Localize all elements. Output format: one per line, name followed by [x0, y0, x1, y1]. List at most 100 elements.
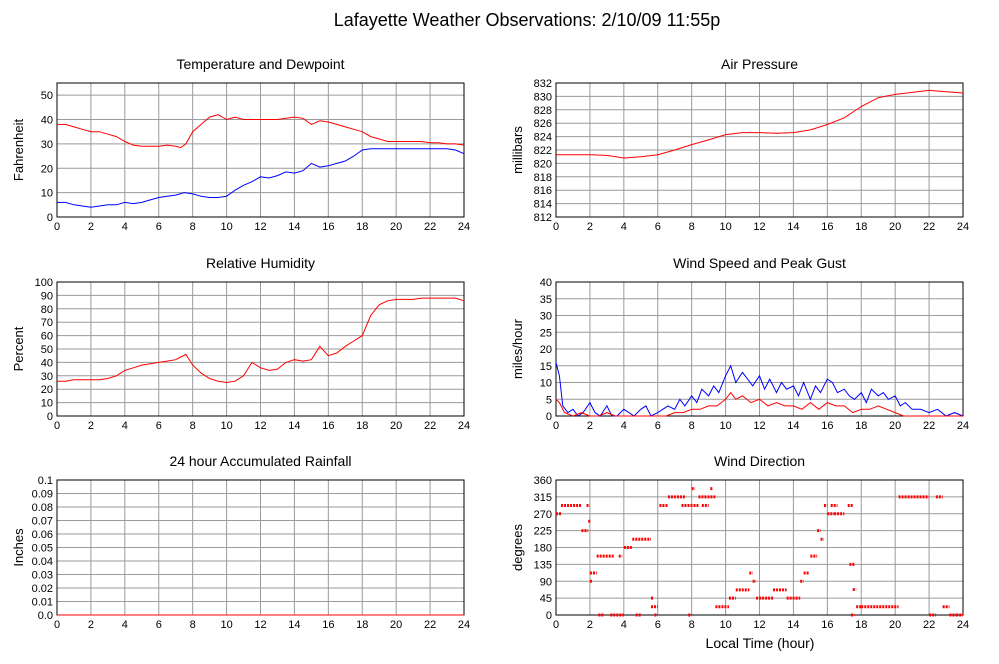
y-tick-label: 10 [41, 398, 53, 410]
x-tick-label: 0 [553, 221, 559, 233]
x-tick-label: 4 [621, 619, 627, 631]
x-tick-label: 16 [322, 420, 334, 432]
panel-title-pressure: Air Pressure [721, 56, 798, 72]
y-tick-label: 824 [534, 132, 552, 144]
series-line-temp-1 [57, 148, 465, 208]
x-tick-label: 18 [356, 221, 368, 233]
y-tick-label: 828 [534, 105, 552, 117]
x-tick-label: 10 [220, 221, 232, 233]
x-tick-label: 20 [889, 619, 901, 631]
x-tick-label: 10 [719, 619, 731, 631]
series-line-humidity-0 [57, 297, 465, 384]
x-tick-label: 2 [587, 619, 593, 631]
y-tick-label: 0.05 [32, 543, 53, 555]
x-tick-label: 12 [254, 420, 266, 432]
y-tick-label: 30 [41, 139, 53, 151]
y-tick-label: 360 [534, 475, 552, 487]
y-tick-label: 50 [41, 344, 53, 356]
y-axis-label-wind: miles/hour [510, 318, 525, 379]
x-tick-label: 16 [322, 221, 334, 233]
y-tick-label: 315 [534, 492, 552, 504]
x-axis-label: Local Time (hour) [706, 635, 815, 651]
x-tick-label: 6 [156, 420, 162, 432]
y-tick-label: 0 [546, 411, 552, 423]
panel-title-humidity: Relative Humidity [206, 255, 315, 271]
x-tick-label: 12 [753, 221, 765, 233]
panel-title-temp: Temperature and Dewpoint [176, 56, 344, 72]
x-tick-label: 6 [655, 221, 661, 233]
x-tick-label: 14 [787, 221, 799, 233]
x-tick-label: 4 [621, 221, 627, 233]
y-tick-label: 50 [41, 90, 53, 102]
x-tick-label: 0 [54, 619, 60, 631]
y-tick-label: 0.08 [32, 502, 53, 514]
x-tick-label: 2 [88, 221, 94, 233]
x-tick-label: 2 [587, 420, 593, 432]
x-tick-label: 4 [122, 221, 128, 233]
x-tick-label: 0 [54, 420, 60, 432]
y-tick-label: 40 [540, 277, 552, 289]
y-tick-label: 0.04 [32, 556, 53, 568]
plot-frame [56, 82, 465, 218]
y-tick-label: 832 [534, 78, 552, 90]
y-tick-label: 0 [47, 411, 53, 423]
plot-frame [555, 281, 964, 417]
x-tick-label: 8 [190, 619, 196, 631]
x-tick-label: 6 [156, 221, 162, 233]
x-tick-label: 2 [587, 221, 593, 233]
y-tick-label: 0 [546, 610, 552, 622]
panel-title-wind: Wind Speed and Peak Gust [673, 255, 846, 271]
y-axis-label-rain: Inches [11, 528, 26, 567]
y-tick-label: 15 [540, 361, 552, 373]
x-tick-label: 10 [220, 619, 232, 631]
x-tick-label: 16 [821, 420, 833, 432]
y-tick-label: 90 [41, 290, 53, 302]
plot-frame [555, 82, 964, 218]
y-tick-label: 820 [534, 158, 552, 170]
x-tick-label: 24 [957, 420, 969, 432]
y-tick-label: 100 [35, 277, 53, 289]
x-tick-label: 22 [923, 619, 935, 631]
y-tick-label: 826 [534, 118, 552, 130]
y-tick-label: 814 [534, 199, 552, 211]
y-tick-label: 0 [47, 212, 53, 224]
x-tick-label: 8 [190, 420, 196, 432]
x-tick-label: 0 [553, 619, 559, 631]
x-tick-label: 6 [655, 619, 661, 631]
x-tick-label: 18 [356, 420, 368, 432]
plot-frame [56, 281, 465, 417]
x-tick-label: 14 [787, 619, 799, 631]
x-tick-label: 6 [655, 420, 661, 432]
y-tick-label: 0.0 [38, 610, 53, 622]
x-tick-label: 14 [288, 420, 300, 432]
x-tick-label: 22 [923, 420, 935, 432]
x-tick-label: 24 [957, 619, 969, 631]
x-tick-label: 8 [689, 619, 695, 631]
x-tick-label: 2 [88, 619, 94, 631]
x-tick-label: 2 [88, 420, 94, 432]
x-tick-label: 16 [322, 619, 334, 631]
x-tick-label: 18 [855, 420, 867, 432]
x-tick-label: 4 [122, 420, 128, 432]
y-tick-label: 80 [41, 304, 53, 316]
y-tick-label: 40 [41, 357, 53, 369]
y-axis-label-humidity: Percent [11, 326, 26, 371]
x-tick-label: 24 [458, 420, 470, 432]
x-tick-label: 18 [855, 221, 867, 233]
y-tick-label: 225 [534, 526, 552, 538]
x-tick-label: 14 [787, 420, 799, 432]
x-tick-label: 24 [957, 221, 969, 233]
x-tick-label: 6 [156, 619, 162, 631]
x-tick-label: 4 [621, 420, 627, 432]
y-axis-label-direction: degrees [510, 524, 525, 571]
x-tick-label: 8 [689, 420, 695, 432]
y-tick-label: 816 [534, 185, 552, 197]
y-tick-label: 60 [41, 331, 53, 343]
y-tick-label: 0.1 [38, 475, 53, 487]
